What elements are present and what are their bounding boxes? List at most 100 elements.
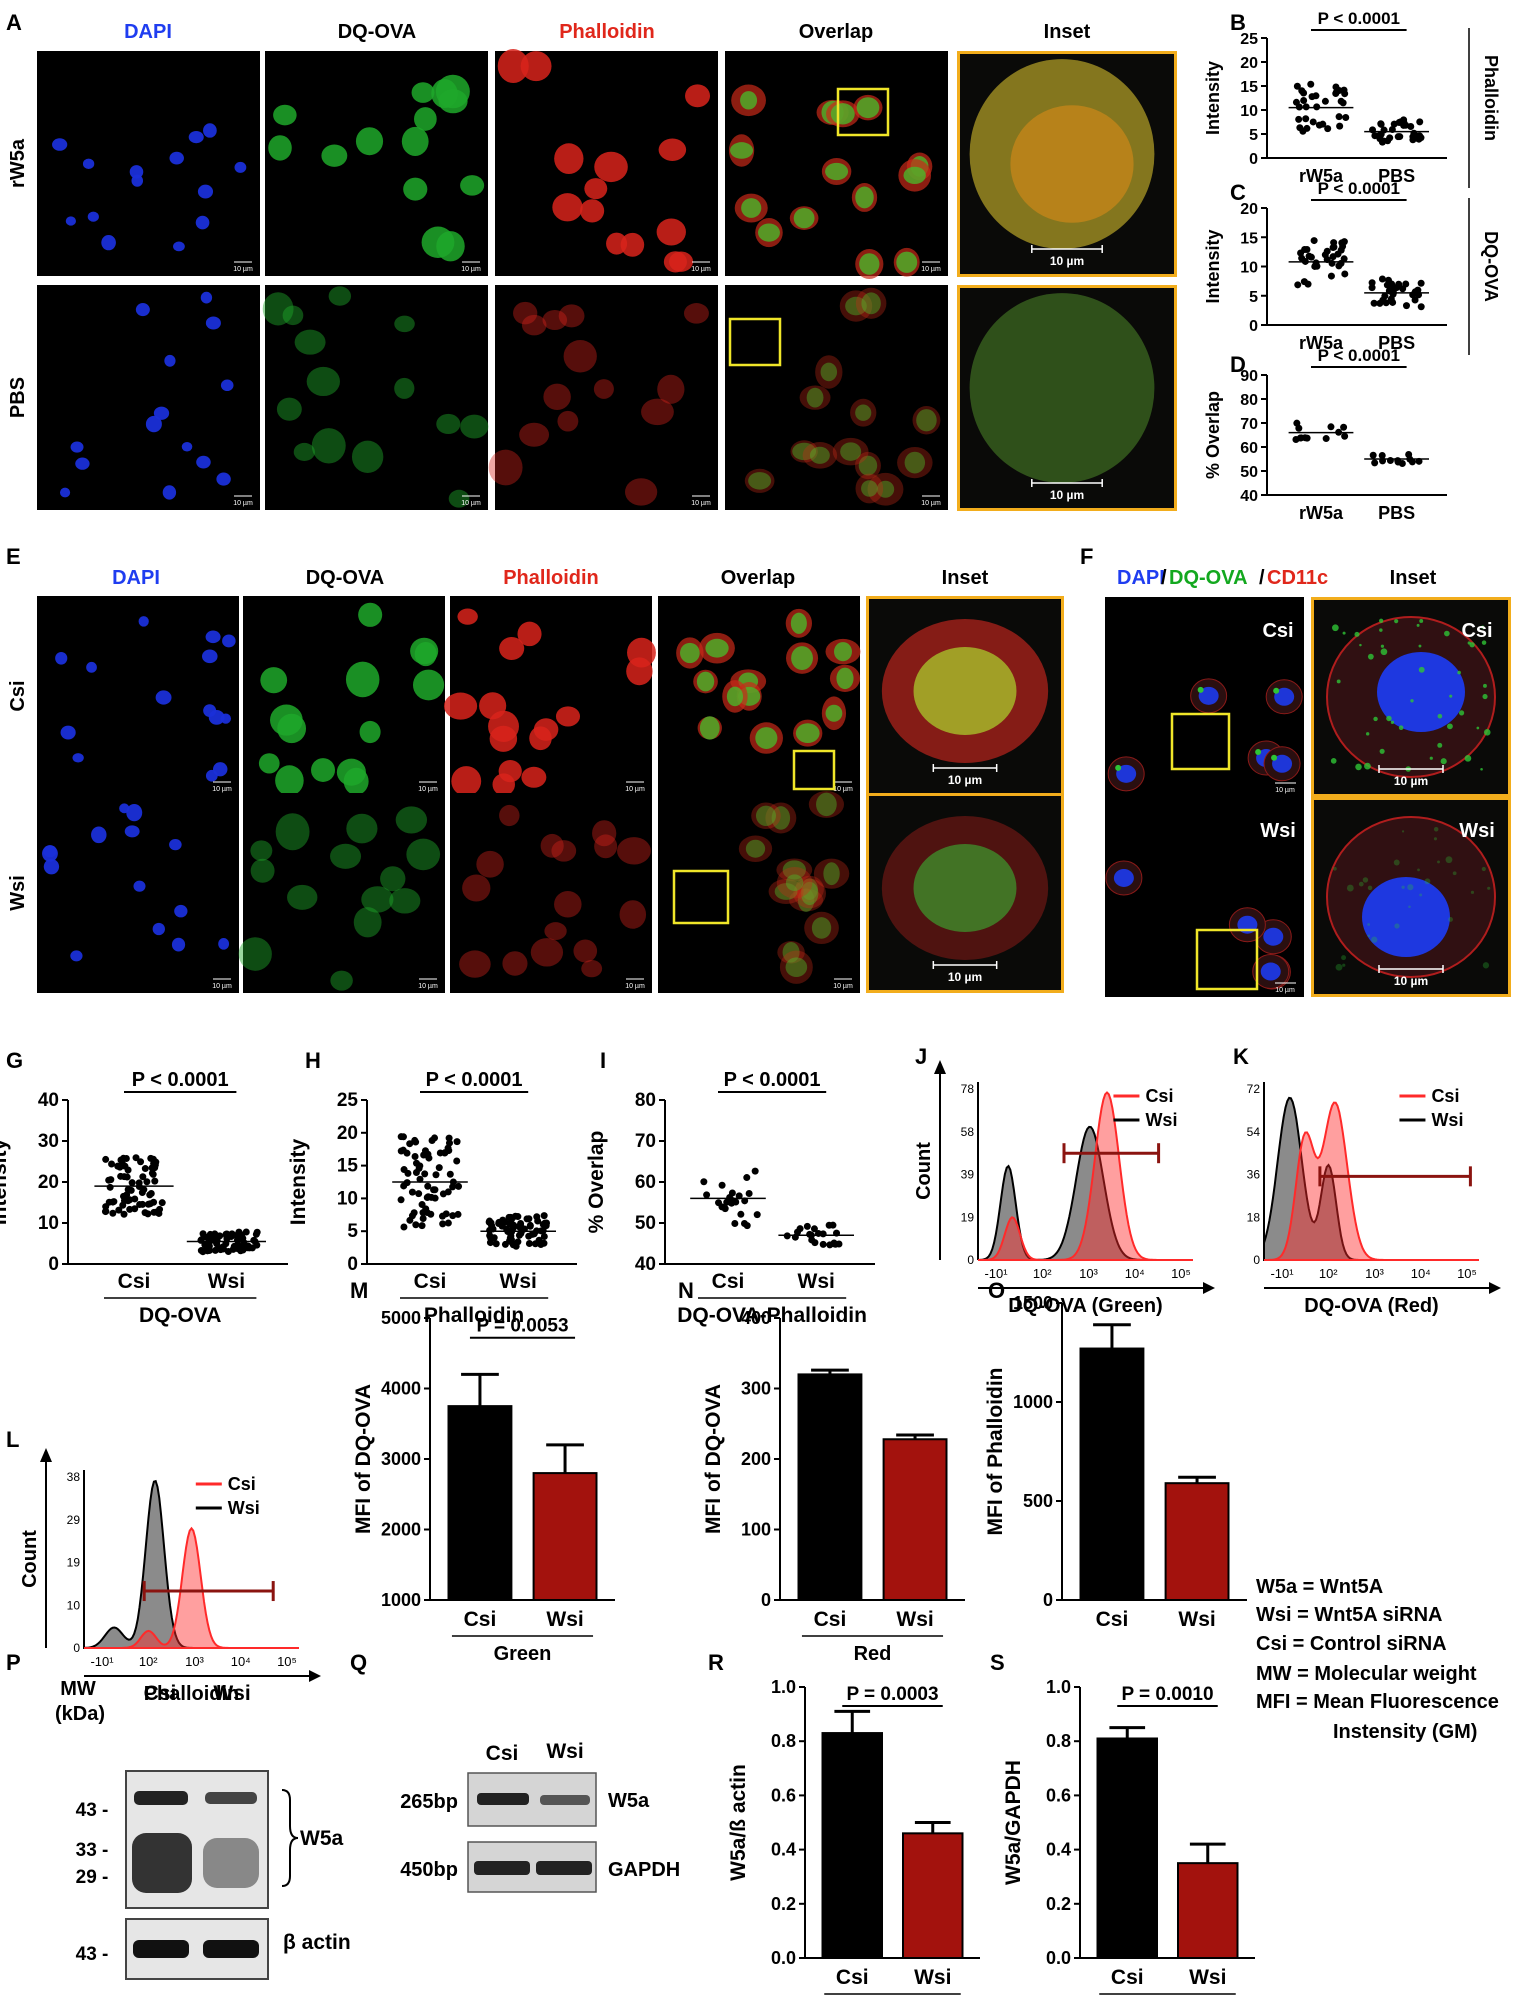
cell-green	[855, 186, 874, 209]
cell	[462, 874, 491, 902]
cell	[234, 161, 247, 173]
data-point	[151, 1177, 159, 1185]
inset-border	[1311, 797, 1511, 997]
y-axis-label: W5a/GAPDH	[1002, 1760, 1025, 1885]
data-point	[1412, 134, 1420, 142]
x-group-label: Green	[494, 1643, 552, 1665]
cell-red	[808, 790, 845, 818]
x-tick-label: Wsi	[500, 1270, 537, 1293]
cell	[91, 826, 107, 844]
inset-puncta	[1433, 837, 1438, 841]
data-point	[830, 1240, 838, 1248]
cell	[346, 813, 378, 844]
row-label: Csi	[1262, 620, 1293, 642]
size-label: 265bp	[400, 1791, 458, 1813]
y-axis-label: MFI of Phalloidin	[984, 1368, 1007, 1536]
cell-red	[765, 802, 797, 834]
y-tick-label: 0.6	[771, 1785, 796, 1805]
data-point	[1330, 243, 1338, 251]
data-point	[139, 1200, 147, 1208]
data-point	[1340, 238, 1348, 246]
data-point	[135, 1179, 143, 1187]
data-point	[541, 1219, 549, 1227]
roi-box	[728, 317, 782, 367]
panel-letter: H	[305, 1048, 321, 1073]
inset-puncta	[1419, 893, 1423, 897]
cell	[59, 487, 71, 498]
cell-green	[811, 917, 832, 939]
micrograph-overlap: 10 µm	[725, 51, 948, 280]
panel-letter: M	[350, 1278, 368, 1303]
cell-red	[779, 950, 813, 984]
cell	[70, 950, 83, 962]
y-tick-label: 0	[73, 1641, 80, 1655]
cell	[394, 315, 415, 333]
y-tick-label: 5	[1249, 289, 1258, 306]
kda-label: (kDa)	[55, 1703, 105, 1725]
cell	[641, 398, 674, 426]
micrograph-green: 10 µm	[238, 793, 445, 993]
inset-puncta	[1371, 936, 1378, 943]
cell-green	[820, 362, 838, 382]
y-tick-label: 0	[1253, 1253, 1260, 1267]
data-point	[120, 1210, 128, 1218]
y-tick-label: 15	[1240, 79, 1258, 96]
cell-green	[795, 723, 820, 744]
data-point	[1303, 434, 1311, 442]
inset-cell-core	[913, 647, 1017, 735]
marker-label: 33 -	[76, 1840, 109, 1861]
cell-green	[793, 207, 815, 229]
inset-image: 10 µm	[866, 596, 1064, 796]
panel-C: C 0 5 10 15 20 Intensity rW5a PBS P < 0.0001 DQ-OV…	[1203, 179, 1501, 355]
cell	[594, 834, 618, 859]
data-point	[412, 1159, 420, 1167]
data-point	[108, 1160, 116, 1168]
micrograph-background	[37, 51, 260, 276]
y-tick-label: 19	[67, 1556, 81, 1570]
cell-red	[768, 879, 804, 904]
data-point	[226, 1231, 234, 1239]
data-point	[117, 1156, 125, 1164]
cell-green	[861, 480, 878, 497]
cell-green	[758, 223, 780, 242]
data-point	[1340, 423, 1348, 431]
cell-green	[806, 387, 824, 408]
inset-puncta	[1448, 917, 1453, 922]
data-point	[406, 1140, 414, 1148]
lane-label: Wsi	[546, 1740, 583, 1763]
cell	[519, 422, 550, 447]
data-point	[1303, 245, 1311, 253]
legend-label: Wsi	[1145, 1110, 1177, 1130]
data-point	[141, 1165, 149, 1173]
p-value: P = 0.0003	[846, 1684, 938, 1705]
data-point	[408, 1212, 416, 1220]
data-point	[1394, 133, 1402, 141]
y-tick-label: 0.0	[1046, 1948, 1071, 1968]
p-value: P < 0.0001	[132, 1069, 229, 1091]
data-point	[124, 1166, 132, 1174]
data-point	[506, 1237, 514, 1245]
cell-green	[696, 671, 715, 692]
x-tick-label: Wsi	[798, 1270, 835, 1293]
p-value: P < 0.0001	[724, 1069, 821, 1091]
column-header: DAPI	[124, 21, 172, 43]
cell-green	[855, 404, 872, 421]
panel-P: P MW (kDa) Csi Wsi 43 - 33 - 29 - 43 - W5a β actin	[6, 1650, 351, 1980]
cell	[412, 669, 445, 701]
header-part: DAPI	[1117, 567, 1165, 589]
inset-puncta	[1470, 890, 1475, 894]
cell	[460, 414, 489, 439]
inset-row-label: Csi	[1461, 620, 1492, 642]
data-point	[753, 1211, 761, 1219]
side-label: DQ-OVA	[1481, 231, 1501, 302]
data-point	[1319, 120, 1327, 128]
x-tick-label: Csi	[1111, 1966, 1144, 1989]
legend-label: Csi	[1145, 1086, 1173, 1106]
cell	[345, 661, 380, 698]
data-point	[444, 1219, 452, 1227]
cell-green	[730, 142, 754, 159]
cell-green	[782, 860, 806, 880]
panel-R: R 0.0 0.2 0.4 0.6 0.8 1.0 W5a/ß actin Csi Wsi P = …	[708, 1650, 980, 1995]
data-point	[486, 1219, 494, 1227]
